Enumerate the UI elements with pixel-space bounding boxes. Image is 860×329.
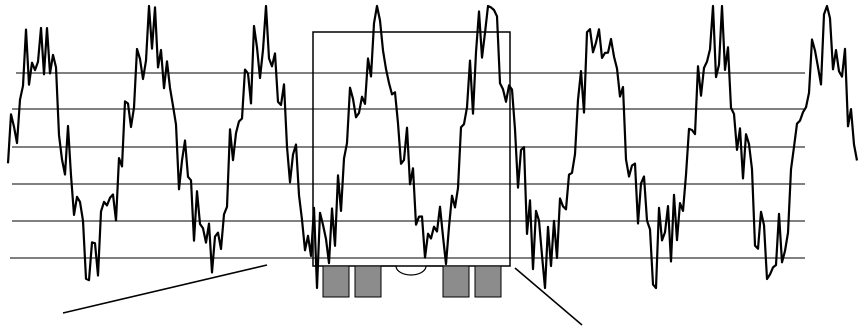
chip-body [312,31,511,267]
pointer-line [514,267,583,326]
pointer-line [62,264,268,314]
chip-notch [381,265,443,276]
chip-pin [354,265,382,298]
chip-pin [442,265,470,298]
waveform [6,4,859,290]
chip-pin [322,265,350,298]
chip-pin [474,265,502,298]
